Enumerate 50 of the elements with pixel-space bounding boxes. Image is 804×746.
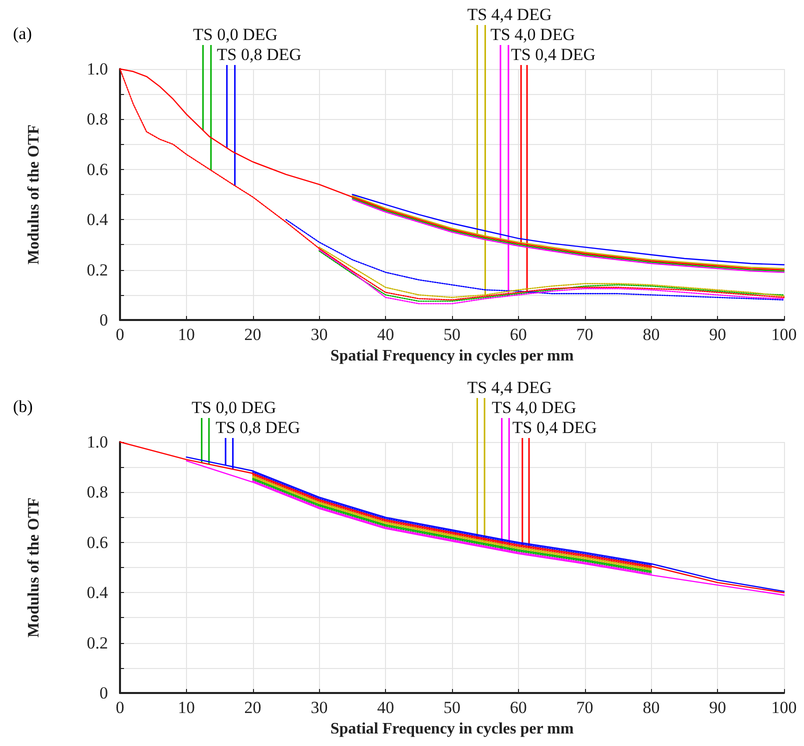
ref-line-label: TS 4,0 DEG <box>490 25 576 44</box>
x-axis-title: Spatial Frequency in cycles per mm <box>330 720 574 738</box>
x-tick-label: 90 <box>709 325 726 344</box>
x-tick-label: 70 <box>576 698 594 717</box>
x-tick-label: 80 <box>642 325 660 344</box>
y-tick-label: 0.4 <box>86 583 108 602</box>
x-tick-label: 50 <box>444 325 460 344</box>
ref-line-label: TS 4,4 DEG <box>467 378 552 397</box>
y-tick-label: 0.4 <box>86 210 108 230</box>
y-tick-label: 1.0 <box>86 432 108 452</box>
ref-line-label: TS 0,8 DEG <box>216 418 300 437</box>
ref-line-label: TS 0,0 DEG <box>192 398 276 417</box>
chart-title: (b) <box>13 397 33 416</box>
x-axis-title: Spatial Frequency in cycles per mm <box>330 348 574 364</box>
x-tick-label: 10 <box>178 698 195 717</box>
ref-line-label: TS 0,8 DEG <box>216 45 302 64</box>
x-tick-label: 10 <box>178 325 195 344</box>
y-tick-label: 0.2 <box>86 260 108 280</box>
x-tick-label: 20 <box>244 325 262 344</box>
y-axis-title: Modulus of the OTF <box>26 497 42 638</box>
x-tick-label: 90 <box>709 698 726 717</box>
y-tick-label: 0.8 <box>86 482 108 502</box>
x-tick-label: 40 <box>377 325 394 344</box>
y-tick-label: 0 <box>100 310 108 330</box>
ref-line-label: TS 4,4 DEG <box>467 5 552 24</box>
x-tick-label: 30 <box>310 698 328 717</box>
x-tick-label: 60 <box>510 325 527 344</box>
x-tick-label: 60 <box>510 698 527 717</box>
ref-line-label: TS 0,4 DEG <box>512 418 597 437</box>
x-tick-label: 30 <box>310 325 328 344</box>
x-tick-label: 0 <box>116 325 124 344</box>
y-tick-label: 0.6 <box>86 532 108 552</box>
y-tick-label: 1.0 <box>86 60 108 78</box>
x-tick-label: 0 <box>116 698 124 717</box>
y-tick-label: 0.2 <box>86 633 108 652</box>
ref-line-label: TS 0,0 DEG <box>193 25 278 44</box>
y-tick-label: 0 <box>100 684 108 702</box>
x-tick-label: 50 <box>444 698 460 717</box>
y-tick-label: 0.8 <box>86 110 108 129</box>
y-tick-label: 0.6 <box>86 160 108 179</box>
x-tick-label: 40 <box>377 698 394 717</box>
x-tick-label: 100 <box>771 325 797 344</box>
ref-line-label: TS 4,0 DEG <box>492 398 576 417</box>
chart-title: (a) <box>13 24 32 43</box>
ref-line-label: TS 0,4 DEG <box>511 45 596 64</box>
x-tick-label: 80 <box>642 698 660 717</box>
x-tick-label: 70 <box>576 325 594 344</box>
x-tick-label: 20 <box>244 698 262 717</box>
y-axis-title: Modulus of the OTF <box>26 124 42 265</box>
x-tick-label: 100 <box>771 698 797 717</box>
